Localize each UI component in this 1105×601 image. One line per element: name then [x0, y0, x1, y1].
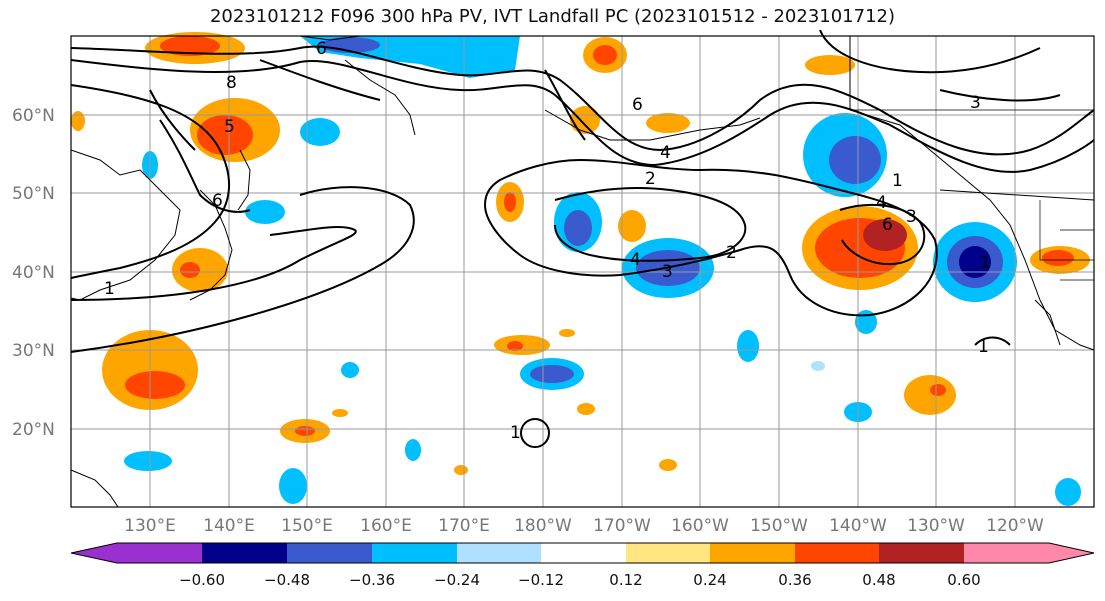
contour-label: 6	[212, 191, 223, 211]
pv-shading	[71, 32, 1090, 506]
colorbar-outline	[70, 542, 1095, 564]
contour-label: 3	[662, 262, 673, 282]
contour-label: 1	[978, 337, 989, 357]
colorbar-segment	[879, 543, 964, 563]
colorbar-segment	[710, 543, 795, 563]
lat-labels: 60°N 50°N 40°N 30°N 20°N	[12, 106, 55, 440]
lon-label: 150°E	[281, 516, 333, 536]
contour-label-group: 6 8 5 6 6 4 2 4 3 2 1 4 6 3 1 1 1 1 3	[104, 39, 991, 443]
contour-label: 4	[660, 143, 671, 163]
contour-label: 8	[226, 73, 237, 93]
colorbar-segment	[457, 543, 541, 563]
borders	[850, 109, 1094, 281]
lon-label: 120°W	[986, 516, 1044, 536]
contour-label: 6	[316, 39, 327, 59]
lon-label: 170°E	[438, 516, 490, 536]
colorbar-segment	[795, 543, 879, 563]
colorbar	[70, 542, 1095, 564]
colorbar-max-extension	[1049, 543, 1094, 563]
lon-label: 160°E	[360, 516, 412, 536]
lon-label: 150°W	[750, 516, 808, 536]
contour-label: 2	[645, 169, 656, 189]
lon-label: 130°E	[124, 516, 176, 536]
colorbar-label: 0.24	[693, 571, 726, 589]
contour-label: 3	[906, 207, 917, 227]
contour-label: 4	[630, 250, 641, 270]
contour-label: 1	[980, 253, 991, 273]
ivt-contours	[70, 29, 1095, 448]
contour-label: 6	[632, 95, 643, 115]
colorbar-label: −0.36	[349, 571, 395, 589]
graticule	[71, 36, 1094, 507]
colorbar-min-extension	[71, 543, 117, 563]
lon-labels: 130°E 140°E 150°E 160°E 170°E 180°W 170°…	[124, 516, 1044, 536]
colorbar-segment	[202, 543, 287, 563]
contour-label: 2	[726, 243, 737, 263]
colorbar-label: 0.48	[862, 571, 895, 589]
lat-label: 50°N	[12, 184, 55, 204]
lon-label: 170°W	[593, 516, 651, 536]
colorbar-segment	[372, 543, 457, 563]
colorbar-labels: −0.60 −0.48 −0.36 −0.24 −0.12 0.12 0.24 …	[179, 571, 981, 589]
contour-label: 1	[892, 171, 903, 191]
colorbar-label: −0.60	[179, 571, 225, 589]
lon-label: 180°W	[514, 516, 572, 536]
contour-label: 4	[876, 193, 887, 213]
lat-label: 60°N	[12, 106, 55, 126]
map-title: 2023101212 F096 300 hPa PV, IVT Landfall…	[209, 6, 896, 27]
contour-label: 6	[882, 215, 893, 235]
contour-label: 3	[970, 93, 981, 113]
map-frame	[70, 35, 1095, 508]
colorbar-label: −0.24	[434, 571, 480, 589]
contour-label: 1	[510, 423, 521, 443]
contour-label: 5	[224, 117, 235, 137]
lon-label: 140°E	[203, 516, 255, 536]
colorbar-segment	[964, 543, 1049, 563]
colorbar-label: −0.12	[518, 571, 564, 589]
colorbar-label: 0.12	[609, 571, 642, 589]
colorbar-segment	[287, 543, 372, 563]
lon-label: 140°W	[829, 516, 887, 536]
contour-label: 1	[104, 279, 115, 299]
colorbar-label: −0.48	[264, 571, 310, 589]
colorbar-segment	[626, 543, 710, 563]
colorbar-label: 0.60	[947, 571, 980, 589]
colorbar-segment	[541, 543, 626, 563]
lat-label: 30°N	[12, 341, 55, 361]
colorbar-label: 0.36	[778, 571, 811, 589]
colorbar-segment	[117, 543, 202, 563]
lon-label: 160°W	[671, 516, 729, 536]
lat-label: 20°N	[12, 420, 55, 440]
lon-label: 130°W	[907, 516, 965, 536]
lat-label: 40°N	[12, 263, 55, 283]
